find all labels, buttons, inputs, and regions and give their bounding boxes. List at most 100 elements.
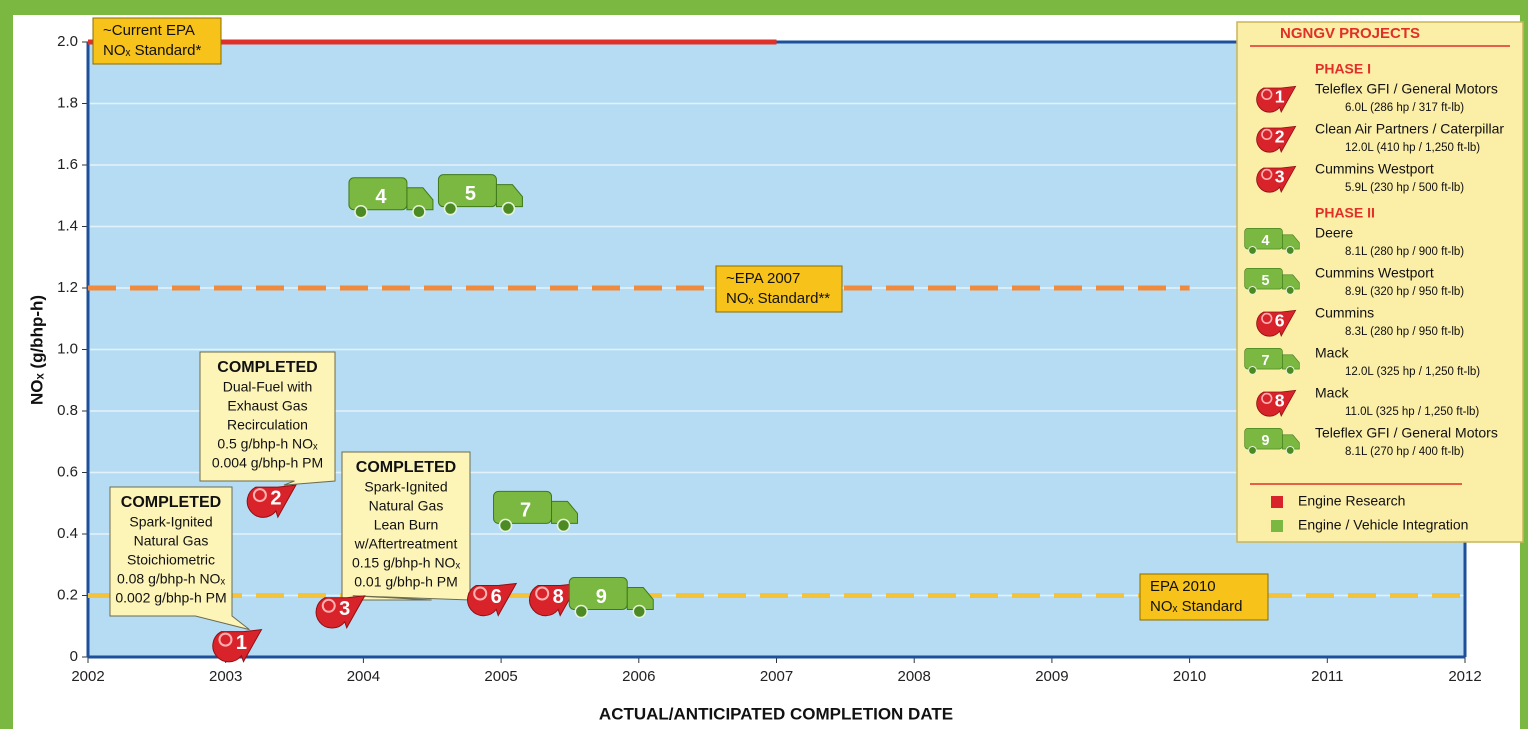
legend-icon-number: 3 bbox=[1275, 166, 1285, 186]
x-tick-label: 2010 bbox=[1173, 668, 1206, 685]
callout-line: Lean Burn bbox=[374, 517, 439, 533]
project-number: 3 bbox=[339, 598, 350, 620]
legend-label: Engine / Vehicle Integration bbox=[1298, 517, 1468, 533]
legend-icon-number: 8 bbox=[1275, 390, 1285, 410]
legend-project-name: Cummins Westport bbox=[1315, 161, 1434, 177]
x-tick-label: 2004 bbox=[347, 668, 380, 685]
callout-title: COMPLETED bbox=[121, 494, 221, 511]
legend-project-spec: 8.9L (320 hp / 950 ft-lb) bbox=[1345, 286, 1464, 298]
standard-label: NOₓ Standard bbox=[1150, 598, 1242, 615]
legend-title: NGNGV PROJECTS bbox=[1280, 25, 1420, 42]
callout-line: Spark-Ignited bbox=[364, 479, 447, 495]
legend-project-name: Teleflex GFI / General Motors bbox=[1315, 81, 1498, 97]
truck-wheel bbox=[1286, 247, 1294, 255]
x-tick-label: 2007 bbox=[760, 668, 793, 685]
project-number: 7 bbox=[520, 500, 531, 522]
x-tick-label: 2005 bbox=[484, 668, 517, 685]
standard-label: NOₓ Standard** bbox=[726, 290, 830, 307]
truck-wheel bbox=[1249, 287, 1257, 295]
legend-icon-number: 1 bbox=[1275, 86, 1285, 106]
y-tick-label: 1.2 bbox=[57, 279, 78, 296]
callout-title: COMPLETED bbox=[356, 459, 456, 476]
legend-icon-number: 7 bbox=[1262, 353, 1270, 369]
truck-wheel bbox=[413, 206, 425, 218]
chart: ACTUAL/ANTICIPATED COMPLETION DATE NOₓ (… bbox=[0, 0, 1528, 729]
callout-line: Dual-Fuel with bbox=[223, 379, 312, 395]
x-tick-label: 2003 bbox=[209, 668, 242, 685]
legend-swatch bbox=[1271, 520, 1283, 532]
project-number: 1 bbox=[236, 632, 247, 654]
standard-label: EPA 2010 bbox=[1150, 578, 1216, 595]
project-number: 5 bbox=[465, 183, 476, 205]
legend-project-spec: 8.3L (280 hp / 950 ft-lb) bbox=[1345, 326, 1464, 338]
legend-project-name: Mack bbox=[1315, 385, 1349, 401]
project-number: 8 bbox=[553, 586, 564, 608]
x-tick-label: 2002 bbox=[71, 668, 104, 685]
callout-line: Natural Gas bbox=[369, 498, 444, 514]
y-tick-label: 0 bbox=[70, 648, 78, 665]
callout-line: 0.5 g/bhp-h NOₓ bbox=[217, 436, 318, 452]
y-tick-label: 0.2 bbox=[57, 586, 78, 603]
truck-wheel bbox=[1249, 247, 1257, 255]
callout-line: Exhaust Gas bbox=[227, 398, 307, 414]
legend-project-name: Mack bbox=[1315, 345, 1349, 361]
project-number: 6 bbox=[491, 586, 502, 608]
legend-project-name: Deere bbox=[1315, 225, 1353, 241]
legend-phase: PHASE II bbox=[1315, 205, 1375, 221]
callout-line: 0.08 g/bhp-h NOₓ bbox=[117, 571, 226, 587]
callout-line: Spark-Ignited bbox=[129, 514, 212, 530]
legend-project-name: Cummins Westport bbox=[1315, 265, 1434, 281]
callout-line: w/Aftertreatment bbox=[354, 536, 458, 552]
legend-icon-number: 2 bbox=[1275, 126, 1285, 146]
y-tick-label: 0.8 bbox=[57, 402, 78, 419]
callout-line: 0.15 g/bhp-h NOₓ bbox=[352, 555, 461, 571]
legend-project-spec: 8.1L (280 hp / 900 ft-lb) bbox=[1345, 246, 1464, 258]
legend-project-spec: 6.0L (286 hp / 317 ft-lb) bbox=[1345, 102, 1464, 114]
legend-project-spec: 8.1L (270 hp / 400 ft-lb) bbox=[1345, 446, 1464, 458]
x-tick-label: 2009 bbox=[1035, 668, 1068, 685]
callout-line: 0.002 g/bhp-h PM bbox=[115, 590, 226, 606]
legend-icon-number: 5 bbox=[1262, 273, 1270, 289]
truck-wheel bbox=[1249, 367, 1257, 375]
legend-label: Engine Research bbox=[1298, 493, 1405, 509]
legend-project-name: Clean Air Partners / Caterpillar bbox=[1315, 121, 1504, 137]
truck-wheel bbox=[500, 519, 512, 531]
standard-label: ~Current EPA bbox=[103, 22, 195, 39]
truck-wheel bbox=[633, 606, 645, 618]
callout-title: COMPLETED bbox=[217, 359, 317, 376]
legend-project-spec: 11.0L (325 hp / 1,250 ft-lb) bbox=[1345, 406, 1479, 418]
x-axis-label: ACTUAL/ANTICIPATED COMPLETION DATE bbox=[599, 704, 953, 723]
page-frame: ACTUAL/ANTICIPATED COMPLETION DATE NOₓ (… bbox=[0, 0, 1528, 729]
x-tick-label: 2011 bbox=[1311, 668, 1343, 685]
legend-project-spec: 5.9L (230 hp / 500 ft-lb) bbox=[1345, 182, 1464, 194]
truck-wheel bbox=[1249, 447, 1257, 455]
y-tick-label: 1.8 bbox=[57, 94, 78, 111]
truck-wheel bbox=[355, 206, 367, 218]
project-number: 9 bbox=[596, 586, 607, 608]
legend-icon-number: 6 bbox=[1275, 310, 1285, 330]
standard-label: ~EPA 2007 bbox=[726, 270, 800, 287]
x-tick-label: 2012 bbox=[1448, 668, 1481, 685]
project-number: 2 bbox=[270, 487, 281, 509]
legend-swatch bbox=[1271, 496, 1283, 508]
legend-phase: PHASE I bbox=[1315, 61, 1371, 77]
project-number: 4 bbox=[375, 186, 387, 208]
legend-project-name: Teleflex GFI / General Motors bbox=[1315, 425, 1498, 441]
truck-wheel bbox=[575, 606, 587, 618]
legend-icon-number: 4 bbox=[1262, 233, 1270, 249]
standard-label: NOₓ Standard* bbox=[103, 42, 201, 59]
legend-icon-number: 9 bbox=[1262, 433, 1270, 449]
truck-wheel bbox=[1286, 447, 1294, 455]
truck-wheel bbox=[444, 203, 456, 215]
legend-project-name: Cummins bbox=[1315, 305, 1374, 321]
x-tick-label: 2006 bbox=[622, 668, 655, 685]
callout-line: Recirculation bbox=[227, 417, 308, 433]
truck-wheel bbox=[558, 519, 570, 531]
y-axis-label: NOₓ (g/bhp-h) bbox=[27, 295, 46, 405]
y-tick-label: 0.6 bbox=[57, 463, 78, 480]
y-tick-label: 0.4 bbox=[57, 525, 78, 542]
legend-project-spec: 12.0L (325 hp / 1,250 ft-lb) bbox=[1345, 366, 1480, 378]
legend-project-spec: 12.0L (410 hp / 1,250 ft-lb) bbox=[1345, 142, 1480, 154]
y-tick-label: 1.4 bbox=[57, 217, 78, 234]
y-tick-label: 2.0 bbox=[57, 33, 78, 50]
